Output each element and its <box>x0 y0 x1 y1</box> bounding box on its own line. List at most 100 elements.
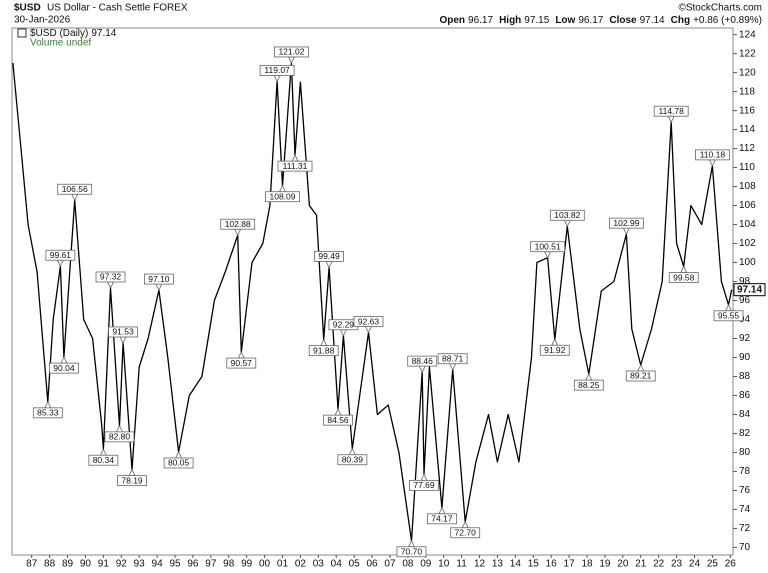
y-tick-label: 122 <box>739 48 756 59</box>
y-tick-label: 74 <box>739 504 751 515</box>
annotation-label: 99.49 <box>318 251 340 261</box>
quote-value: 96.17 <box>578 15 603 26</box>
y-tick-label: 120 <box>739 67 756 78</box>
annotation-box <box>88 454 119 466</box>
annotation-box <box>695 149 730 161</box>
annotation-label: 108.09 <box>269 191 295 201</box>
x-tick-label: 19 <box>599 559 611 570</box>
annotation-box <box>573 379 604 391</box>
annotation-box <box>549 209 585 221</box>
annotation-label: 72.70 <box>455 528 477 538</box>
annotation-label: 70.70 <box>401 547 423 557</box>
annotation-label: 74.17 <box>431 514 453 524</box>
x-tick-label: 09 <box>420 559 432 570</box>
annotation-box <box>437 353 468 365</box>
annotation-label: 95.55 <box>718 311 740 321</box>
annotation-label: 97.32 <box>100 272 122 282</box>
annotation-box <box>668 272 699 283</box>
y-tick-label: 104 <box>739 219 756 230</box>
annotation-box <box>539 344 570 356</box>
legend-name: $USD (Daily) <box>30 28 88 39</box>
x-tick-label: 94 <box>152 559 164 570</box>
x-tick-label: 23 <box>671 559 683 570</box>
price-line <box>12 62 733 542</box>
annotation-box <box>609 217 644 229</box>
x-tick-label: 15 <box>528 559 540 570</box>
annotation-label: 110.18 <box>700 150 726 160</box>
annotation-box <box>104 431 135 443</box>
y-tick-label: 112 <box>739 143 755 154</box>
annotation-label: 88.25 <box>578 380 600 390</box>
y-tick-label: 110 <box>739 162 755 173</box>
annotation-label: 114.78 <box>659 106 685 116</box>
y-tick-label: 84 <box>739 409 751 420</box>
annotation-label: 97.10 <box>148 274 170 284</box>
annotation-label: 88.46 <box>412 356 434 366</box>
y-tick-label: 86 <box>739 390 751 401</box>
annotation-label: 102.88 <box>225 219 251 229</box>
x-tick-label: 05 <box>349 559 361 570</box>
x-tick-label: 16 <box>546 559 558 570</box>
quote-label: Close <box>609 15 637 26</box>
annotation-label: 119.07 <box>264 65 290 75</box>
y-tick-label: 96 <box>739 295 751 306</box>
annotation-box <box>353 316 384 327</box>
annotation-label: 82.80 <box>109 432 131 442</box>
legend: $USD (Daily) 97.14 <box>30 28 117 39</box>
annotation-box <box>274 46 309 58</box>
x-tick-label: 18 <box>581 559 593 570</box>
annotation-label: 84.56 <box>327 415 349 425</box>
annotation-box <box>323 414 353 426</box>
annotation-box <box>117 475 147 487</box>
volume-note: Volume undef <box>30 38 91 49</box>
quote-value: +0.86 (+0.89%) <box>693 15 762 26</box>
x-tick-label: 98 <box>223 559 235 570</box>
y-tick-label: 102 <box>739 238 756 249</box>
annotation-box <box>314 250 344 262</box>
x-tick-label: 12 <box>474 559 486 570</box>
x-tick-label: 21 <box>635 559 647 570</box>
last-price-box <box>733 283 766 297</box>
instrument-name: US Dollar - Cash Settle FOREX <box>47 3 188 14</box>
y-tick-label: 118 <box>739 86 755 97</box>
copyright: ©StockCharts.com <box>678 3 762 14</box>
quote-value: 96.17 <box>468 15 493 26</box>
annotation-box <box>163 457 194 469</box>
annotation-label: 103.82 <box>554 210 580 220</box>
annotation-box <box>713 310 744 322</box>
annotation-label: 80.39 <box>342 454 364 464</box>
x-tick-label: 00 <box>259 559 271 570</box>
annotation-label: 92.29 <box>333 319 355 329</box>
annotation-box <box>337 454 368 466</box>
x-tick-label: 99 <box>241 559 253 570</box>
annotation-box <box>427 513 457 525</box>
date: 30-Jan-2026 <box>14 15 71 26</box>
y-tick-label: 108 <box>739 181 756 192</box>
annotation-label: 80.05 <box>168 458 190 468</box>
quote-label: Chg <box>671 15 690 26</box>
annotation-box <box>265 191 300 203</box>
y-tick-label: 124 <box>739 29 756 40</box>
y-tick-label: 90 <box>739 352 751 363</box>
annotation-label: 91.92 <box>544 345 566 355</box>
quote-label: Low <box>555 15 575 26</box>
x-tick-label: 90 <box>80 559 92 570</box>
y-tick-label: 92 <box>739 333 751 344</box>
annotation-box <box>49 362 79 374</box>
x-tick-label: 26 <box>725 559 737 570</box>
annotation-label: 102.99 <box>613 218 639 228</box>
quote-value: 97.15 <box>524 15 549 26</box>
annotation-label: 80.34 <box>93 455 115 465</box>
y-tick-label: 78 <box>739 466 751 477</box>
x-tick-label: 96 <box>187 559 199 570</box>
x-tick-label: 06 <box>366 559 378 570</box>
annotation-label: 99.61 <box>50 250 72 260</box>
x-tick-label: 14 <box>510 559 522 570</box>
y-tick-label: 88 <box>739 371 751 382</box>
x-tick-label: 87 <box>26 559 38 570</box>
x-tick-label: 91 <box>98 559 110 570</box>
annotation-box <box>95 271 126 283</box>
annotation-label: 88.71 <box>442 353 464 363</box>
x-tick-label: 89 <box>62 559 74 570</box>
annotation-label: 91.53 <box>112 327 134 337</box>
